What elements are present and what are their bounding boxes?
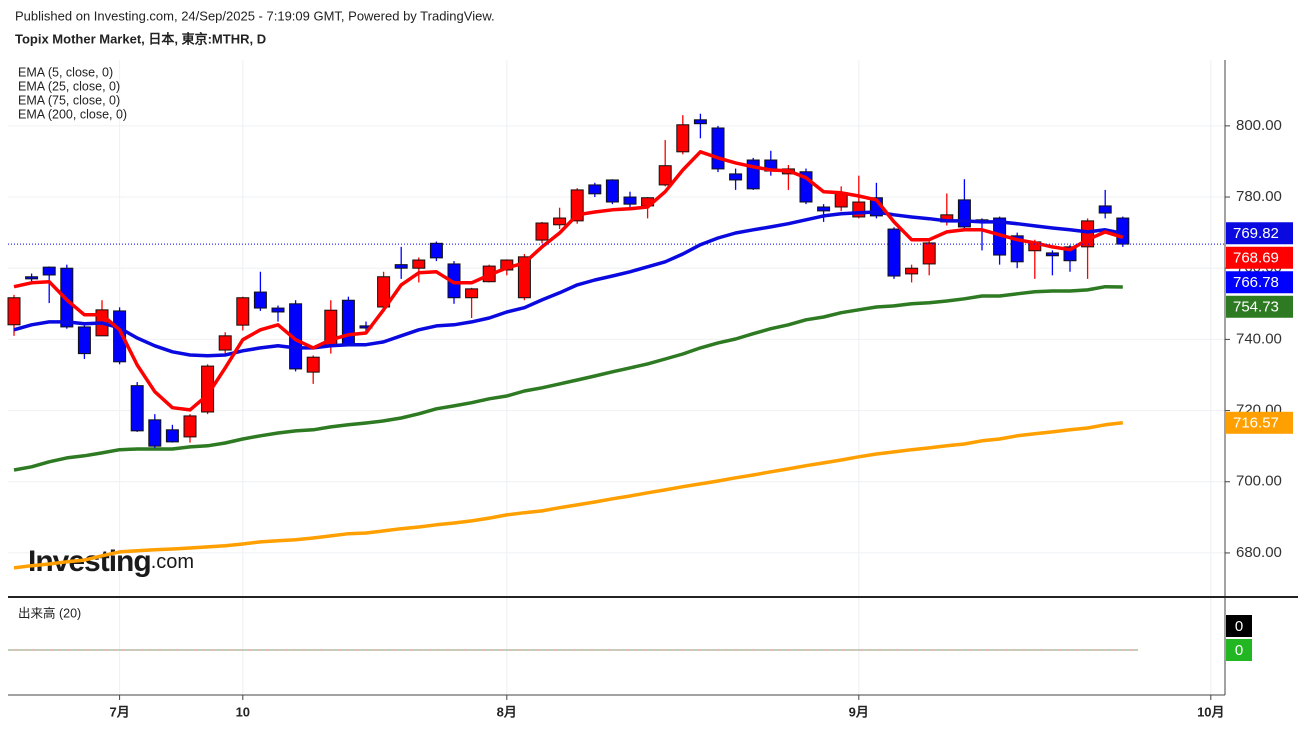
candle-body	[553, 217, 567, 226]
price-tag-label: 768.69	[1233, 250, 1279, 267]
candle-body	[113, 310, 127, 363]
candle-body	[693, 119, 707, 125]
x-tick-label: 9月	[849, 704, 869, 719]
candle-body	[306, 356, 320, 373]
subtitle: Published on Investing.com, 24/Sep/2025 …	[15, 8, 495, 23]
candle-body	[605, 179, 619, 203]
plot	[7, 113, 1225, 570]
candle-body	[623, 196, 637, 205]
x-tick-label: 10	[236, 704, 250, 719]
watermark-suffix: .com	[151, 551, 194, 573]
y-tick-label: 700.00	[1236, 473, 1282, 490]
candle-body	[165, 429, 179, 443]
candle-body	[394, 264, 408, 269]
candle-body	[236, 297, 250, 326]
price-tag-label: 754.73	[1233, 299, 1279, 316]
volume-title: 出来高 (20)	[18, 605, 81, 620]
legend-entry: EMA (200, close, 0)	[18, 107, 127, 121]
candle-body	[429, 242, 443, 259]
candle-body	[658, 165, 672, 186]
price-tag-label: 716.57	[1233, 415, 1279, 432]
candle-body	[1045, 252, 1059, 257]
y-tick-label: 740.00	[1236, 330, 1282, 347]
ema-line	[13, 284, 1123, 472]
volume-tag-label: 0	[1235, 618, 1243, 635]
legend-entry: EMA (25, close, 0)	[18, 79, 120, 93]
price-tag-label: 766.78	[1233, 274, 1279, 291]
candle-body	[1098, 205, 1112, 214]
ema-line	[13, 210, 1124, 358]
price-tag	[1226, 295, 1293, 318]
candle-body	[1010, 235, 1024, 263]
candle-body	[412, 259, 426, 269]
y-tick-label: 680.00	[1236, 544, 1282, 561]
candle-body	[218, 335, 232, 351]
candle-body	[922, 242, 936, 265]
candle-body	[887, 228, 901, 277]
volume-ma-tag-label: 0	[1235, 642, 1243, 659]
candle-body	[253, 291, 267, 309]
y-tick-label: 780.00	[1236, 188, 1282, 205]
candle-body	[341, 299, 355, 346]
candle-body	[183, 415, 197, 438]
price-tag	[1226, 271, 1293, 294]
candle-body	[130, 385, 144, 432]
candle-body	[676, 124, 690, 153]
legend-entry: EMA (75, close, 0)	[18, 93, 120, 107]
candle-body	[465, 288, 479, 299]
candle-body	[201, 365, 215, 413]
labels: EMA (5, close, 0)EMA (25, close, 0)EMA (…	[8, 65, 1293, 661]
y-tick-label: 800.00	[1236, 117, 1282, 134]
price-tag	[1226, 411, 1293, 434]
price-tag-label: 769.82	[1233, 225, 1279, 242]
ema-line	[13, 150, 1124, 412]
volume-tag	[1226, 615, 1252, 637]
candle-body	[7, 297, 21, 326]
candle-body	[25, 276, 39, 280]
x-tick-label: 7月	[109, 704, 129, 719]
candle-body	[588, 184, 602, 195]
x-tick-label: 10月	[1197, 704, 1224, 719]
candle-body	[905, 267, 919, 275]
candle-body	[817, 206, 831, 212]
candle-body	[517, 256, 531, 299]
price-tag	[1226, 222, 1293, 245]
x-tick-label: 8月	[497, 704, 517, 719]
candle-body	[42, 266, 56, 276]
ema-line	[13, 421, 1123, 570]
candle-body	[271, 307, 285, 313]
legend-entry: EMA (5, close, 0)	[18, 65, 113, 79]
candle-body	[77, 326, 91, 355]
candle-body	[711, 127, 725, 170]
candle-body	[729, 173, 743, 181]
price-tag	[1226, 246, 1293, 269]
candle-body	[148, 419, 162, 447]
chart-title: Topix Mother Market, 日本, 東京:MTHR, D	[15, 31, 266, 46]
volume-ma-tag	[1226, 639, 1252, 661]
candle-body	[535, 222, 549, 241]
